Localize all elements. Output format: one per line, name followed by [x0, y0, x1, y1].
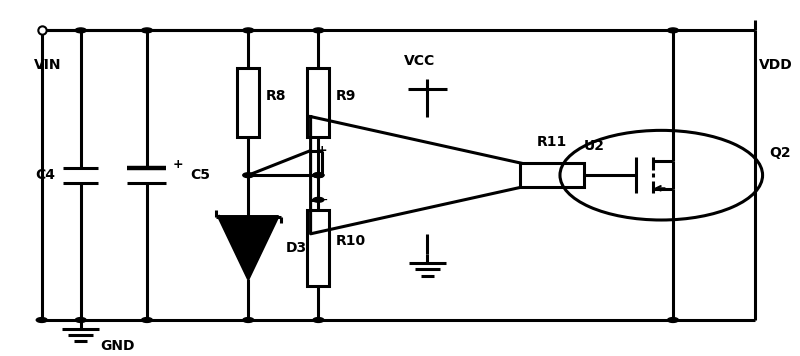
Circle shape [313, 28, 324, 33]
Circle shape [142, 28, 153, 33]
Text: C5: C5 [190, 168, 210, 182]
Circle shape [313, 173, 324, 178]
Text: VIN: VIN [34, 58, 62, 72]
Text: R9: R9 [335, 89, 356, 103]
Text: R8: R8 [266, 89, 286, 103]
Bar [307, 210, 330, 286]
Polygon shape [218, 216, 278, 279]
Circle shape [243, 173, 254, 178]
Text: +: + [173, 158, 183, 171]
Text: −: − [317, 193, 328, 207]
Text: VDD: VDD [758, 58, 793, 72]
Text: VCC: VCC [404, 54, 435, 68]
Circle shape [313, 318, 324, 323]
Text: +: + [317, 144, 328, 157]
Circle shape [313, 197, 324, 202]
Text: C4: C4 [36, 168, 56, 182]
Text: R11: R11 [537, 135, 567, 149]
Text: GND: GND [100, 339, 134, 353]
Text: D3: D3 [286, 241, 306, 255]
Text: U2: U2 [583, 139, 604, 153]
Circle shape [243, 318, 254, 323]
Bar [307, 68, 330, 137]
Circle shape [75, 28, 86, 33]
Circle shape [667, 318, 678, 323]
Circle shape [36, 318, 47, 323]
Text: Q2: Q2 [769, 146, 790, 160]
Circle shape [667, 28, 678, 33]
Circle shape [313, 173, 324, 178]
Circle shape [142, 318, 153, 323]
Bar [238, 68, 259, 137]
Bar [520, 163, 584, 187]
Circle shape [75, 318, 86, 323]
Circle shape [243, 28, 254, 33]
Text: R10: R10 [335, 234, 366, 248]
